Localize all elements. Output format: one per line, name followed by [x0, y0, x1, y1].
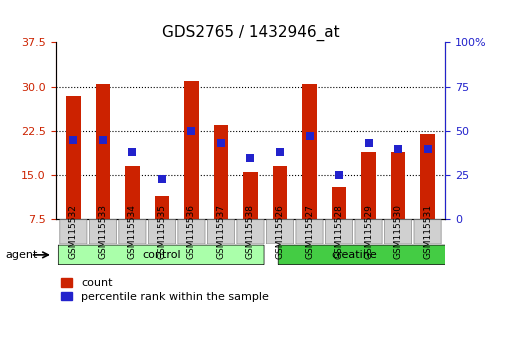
Text: GSM115533: GSM115533 — [98, 204, 107, 259]
Title: GDS2765 / 1432946_at: GDS2765 / 1432946_at — [161, 25, 339, 41]
FancyBboxPatch shape — [384, 220, 411, 244]
FancyBboxPatch shape — [58, 245, 264, 265]
Bar — [66, 96, 81, 219]
FancyBboxPatch shape — [60, 220, 87, 244]
Bar — [154, 196, 169, 219]
FancyBboxPatch shape — [148, 220, 175, 244]
Bar — [95, 84, 110, 219]
Text: GSM115534: GSM115534 — [128, 204, 137, 259]
Text: control: control — [142, 250, 181, 260]
Bar — [213, 125, 228, 219]
FancyBboxPatch shape — [207, 220, 234, 244]
Legend: count, percentile rank within the sample: count, percentile rank within the sample — [61, 278, 269, 302]
Bar — [390, 152, 405, 219]
Bar — [125, 166, 139, 219]
FancyBboxPatch shape — [295, 220, 323, 244]
Bar — [361, 152, 375, 219]
Text: GSM115532: GSM115532 — [69, 204, 78, 259]
FancyBboxPatch shape — [178, 220, 205, 244]
FancyBboxPatch shape — [89, 220, 116, 244]
FancyBboxPatch shape — [278, 245, 455, 265]
FancyBboxPatch shape — [119, 220, 146, 244]
Text: GSM115526: GSM115526 — [275, 204, 284, 259]
Bar — [184, 81, 198, 219]
Bar — [419, 134, 434, 219]
FancyBboxPatch shape — [413, 220, 440, 244]
Bar — [272, 166, 287, 219]
Text: agent: agent — [6, 250, 38, 260]
Text: GSM115536: GSM115536 — [186, 204, 195, 259]
FancyBboxPatch shape — [325, 220, 352, 244]
Text: GSM115529: GSM115529 — [363, 204, 372, 259]
Text: GSM115530: GSM115530 — [393, 204, 402, 259]
Bar — [331, 187, 346, 219]
Text: GSM115537: GSM115537 — [216, 204, 225, 259]
Bar — [242, 172, 258, 219]
Text: GSM115527: GSM115527 — [305, 204, 314, 259]
FancyBboxPatch shape — [236, 220, 264, 244]
Bar — [301, 84, 316, 219]
Text: GSM115535: GSM115535 — [157, 204, 166, 259]
Text: GSM115528: GSM115528 — [334, 204, 343, 259]
FancyBboxPatch shape — [355, 220, 381, 244]
Text: GSM115538: GSM115538 — [245, 204, 255, 259]
Text: GSM115531: GSM115531 — [422, 204, 431, 259]
Text: creatine: creatine — [330, 250, 376, 260]
FancyBboxPatch shape — [266, 220, 293, 244]
